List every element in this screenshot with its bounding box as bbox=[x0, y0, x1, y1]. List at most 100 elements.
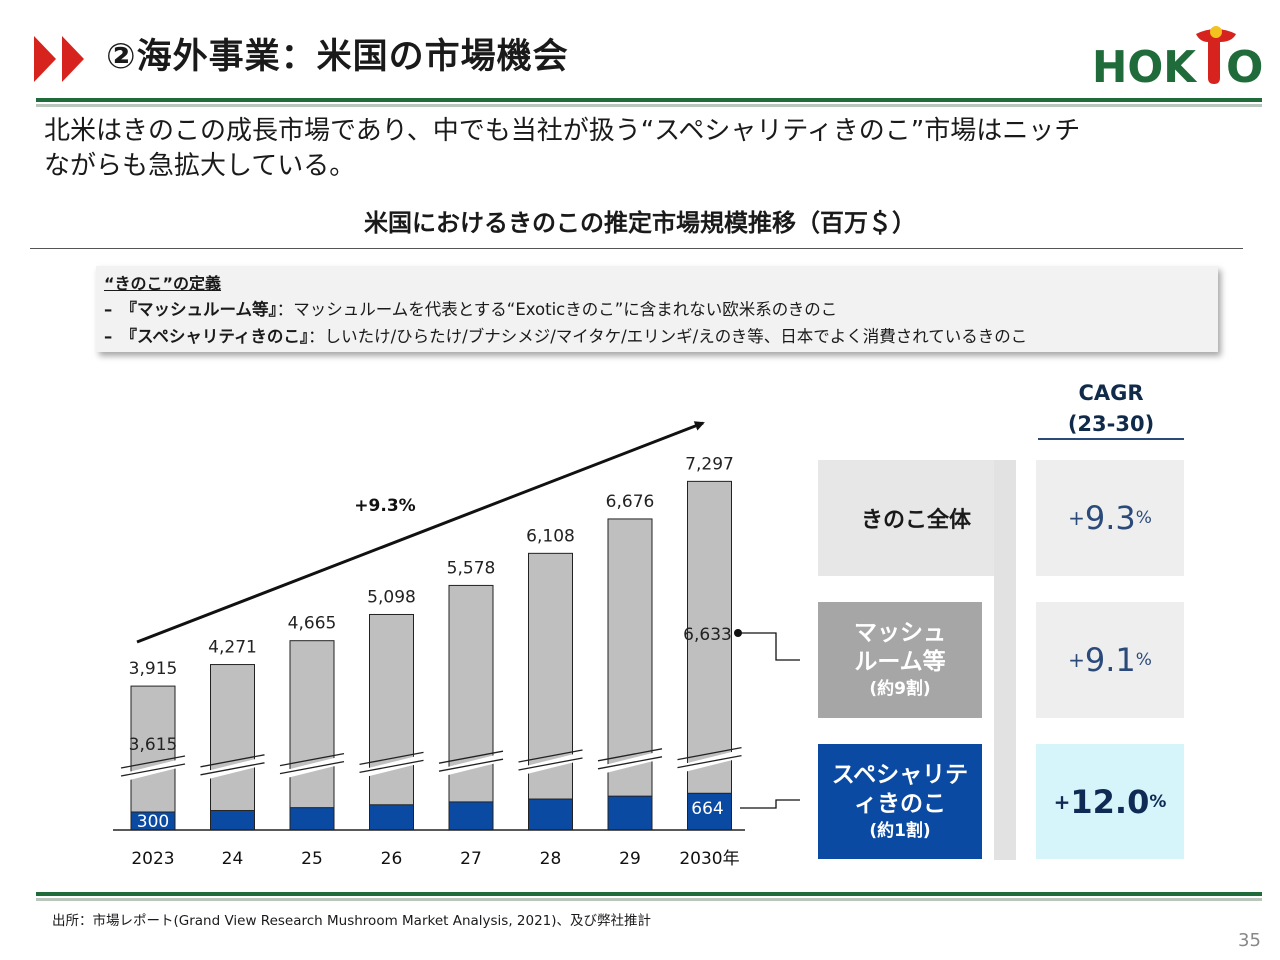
header-rule-thin bbox=[36, 104, 1262, 107]
lead-line-1: 北米はきのこの成長市場であり、中でも当社が扱う“スペシャリティきのこ”市場はニッ… bbox=[44, 116, 1081, 146]
axis-break-line bbox=[279, 760, 345, 775]
connector-line-specialty bbox=[740, 799, 800, 809]
cagr-specialty-value: 12.0 bbox=[1070, 782, 1150, 821]
bar-total bbox=[448, 584, 494, 831]
cagr-heading-line1: CAGR bbox=[1078, 381, 1144, 405]
bar-specialty bbox=[210, 810, 255, 831]
bar-specialty bbox=[448, 801, 494, 831]
trend-arrow bbox=[136, 421, 705, 644]
axis-break-line bbox=[438, 750, 504, 764]
axis-break-line bbox=[200, 754, 265, 768]
category-total-label: きのこ全体 bbox=[860, 508, 971, 533]
axis-break-line bbox=[200, 762, 265, 776]
page-title: ②海外事業：米国の市場機会 bbox=[106, 37, 569, 77]
total-label: 6,676 bbox=[606, 492, 655, 512]
definition-text-mushroom: ：マッシュルームを代表とする“Exoticきのこ”に含まれない欧米系のきのこ bbox=[276, 300, 838, 319]
axis-break-line bbox=[438, 758, 504, 772]
axis-break-line bbox=[677, 746, 742, 761]
svg-text:O: O bbox=[1226, 42, 1262, 92]
category-specialty-line1: スペシャリテ bbox=[831, 761, 969, 788]
x-tick-label: 24 bbox=[222, 849, 244, 869]
total-label: 5,578 bbox=[447, 558, 496, 578]
cagr-total-pct: % bbox=[1135, 508, 1152, 528]
definition-label-mushroom: – 『マッシュルーム等』 bbox=[104, 300, 277, 319]
header-rule bbox=[36, 98, 1262, 102]
mushroom-label: 6,633 bbox=[683, 625, 732, 645]
cagr-box-mushroom: +9.1% bbox=[1036, 602, 1184, 718]
category-mushroom-line1: マッシュ bbox=[854, 620, 946, 646]
x-tick-label: 28 bbox=[540, 849, 562, 869]
cagr-specialty-plus: + bbox=[1053, 789, 1071, 814]
hokto-logo: HOK O bbox=[1092, 26, 1262, 92]
specialty-label: 664 bbox=[691, 799, 723, 819]
definition-text-specialty: ：しいたけ/ひらたけ/ブナシメジ/マイタケ/エリンギ/えのき等、日本でよく消費さ… bbox=[308, 327, 1028, 346]
total-label: 4,271 bbox=[208, 638, 257, 658]
source-note: 出所：市場レポート(Grand View Research Mushroom M… bbox=[52, 913, 652, 929]
x-tick-label: 29 bbox=[619, 849, 641, 869]
cagr-mushroom-plus: + bbox=[1068, 648, 1085, 672]
x-tick-label: 2023 bbox=[131, 849, 174, 869]
axis-break-line bbox=[597, 748, 663, 762]
axis-break-line bbox=[359, 751, 424, 766]
definition-label-specialty: – 『スペシャリティきのこ』 bbox=[104, 327, 309, 346]
cagr-mushroom-pct: % bbox=[1135, 650, 1152, 670]
bar-total bbox=[528, 552, 573, 831]
cagr-total-value: 9.3 bbox=[1084, 499, 1136, 537]
cagr-heading: CAGR (23-30) bbox=[1040, 378, 1182, 440]
category-mushroom-line2: ルーム等 bbox=[854, 649, 946, 675]
bar-total bbox=[607, 518, 653, 831]
category-box-mushroom: マッシュ ルーム等 (約9割) bbox=[818, 602, 982, 718]
specialty-label: 300 bbox=[137, 812, 169, 832]
chart-title: 米国におけるきのこの推定市場規模推移（百万＄） bbox=[364, 209, 916, 237]
bar-specialty bbox=[369, 804, 414, 831]
definition-row-mushroom: – 『マッシュルーム等』：マッシュルームを代表とする“Exoticきのこ”に含ま… bbox=[104, 296, 837, 320]
axis-break-line bbox=[120, 763, 186, 777]
trend-label: +9.3% bbox=[354, 496, 415, 516]
definition-box: “きのこ”の定義 – 『マッシュルーム等』：マッシュルームを代表とする“Exot… bbox=[96, 266, 1218, 352]
x-tick-label: 27 bbox=[460, 849, 482, 869]
definition-row-specialty: – 『スペシャリティきのこ』：しいたけ/ひらたけ/ブナシメジ/マイタケ/エリンギ… bbox=[104, 323, 1027, 347]
x-tick-label: 2030年 bbox=[679, 849, 739, 869]
category-bracket bbox=[994, 460, 1016, 860]
axis-break-line bbox=[518, 749, 583, 763]
axis-break-line bbox=[597, 756, 663, 770]
bar-total bbox=[687, 480, 732, 831]
mushroom-label: 3,615 bbox=[129, 735, 178, 755]
category-box-specialty: スペシャリテ ィきのこ (約1割) bbox=[818, 744, 982, 859]
total-label: 7,297 bbox=[685, 454, 734, 474]
x-tick-label: 25 bbox=[301, 849, 323, 869]
bar-total bbox=[210, 664, 255, 831]
total-label: 3,915 bbox=[129, 659, 178, 679]
cagr-heading-line2: (23-30) bbox=[1067, 412, 1155, 436]
cagr-specialty-pct: % bbox=[1149, 791, 1167, 812]
bar-specialty bbox=[528, 798, 573, 831]
cagr-total-plus: + bbox=[1068, 506, 1085, 530]
axis-break-line bbox=[677, 754, 742, 769]
bar-total bbox=[369, 613, 414, 831]
cagr-box-total: +9.3% bbox=[1036, 460, 1184, 576]
title-arrow-icon bbox=[34, 36, 84, 82]
bar-total bbox=[130, 685, 176, 831]
axis-break-line bbox=[120, 755, 186, 769]
cagr-box-specialty: +12.0% bbox=[1036, 744, 1184, 859]
total-label: 6,108 bbox=[526, 526, 575, 546]
chart-title-rule bbox=[30, 248, 1243, 249]
total-label: 5,098 bbox=[367, 587, 416, 607]
lead-text: 北米はきのこの成長市場であり、中でも当社が扱う“スペシャリティきのこ”市場はニッ… bbox=[44, 114, 1224, 184]
category-specialty-line2: ィきのこ bbox=[854, 790, 946, 817]
bar-specialty bbox=[687, 792, 732, 831]
svg-text:HOK: HOK bbox=[1092, 42, 1198, 92]
x-tick-label: 26 bbox=[381, 849, 403, 869]
bar-specialty bbox=[607, 795, 653, 831]
connector-line-mushroom bbox=[738, 632, 800, 661]
category-mushroom-share: (約9割) bbox=[869, 679, 931, 699]
lead-line-2: ながらも急拡大している。 bbox=[44, 151, 356, 181]
axis-break-line bbox=[359, 759, 424, 774]
total-label: 4,665 bbox=[288, 614, 337, 634]
bar-total bbox=[289, 640, 335, 831]
category-specialty-share: (約1割) bbox=[869, 820, 931, 841]
axis-break-line bbox=[279, 752, 345, 767]
cagr-heading-rule bbox=[1038, 438, 1184, 440]
bar-specialty bbox=[289, 807, 335, 831]
footer-rule bbox=[36, 892, 1262, 896]
